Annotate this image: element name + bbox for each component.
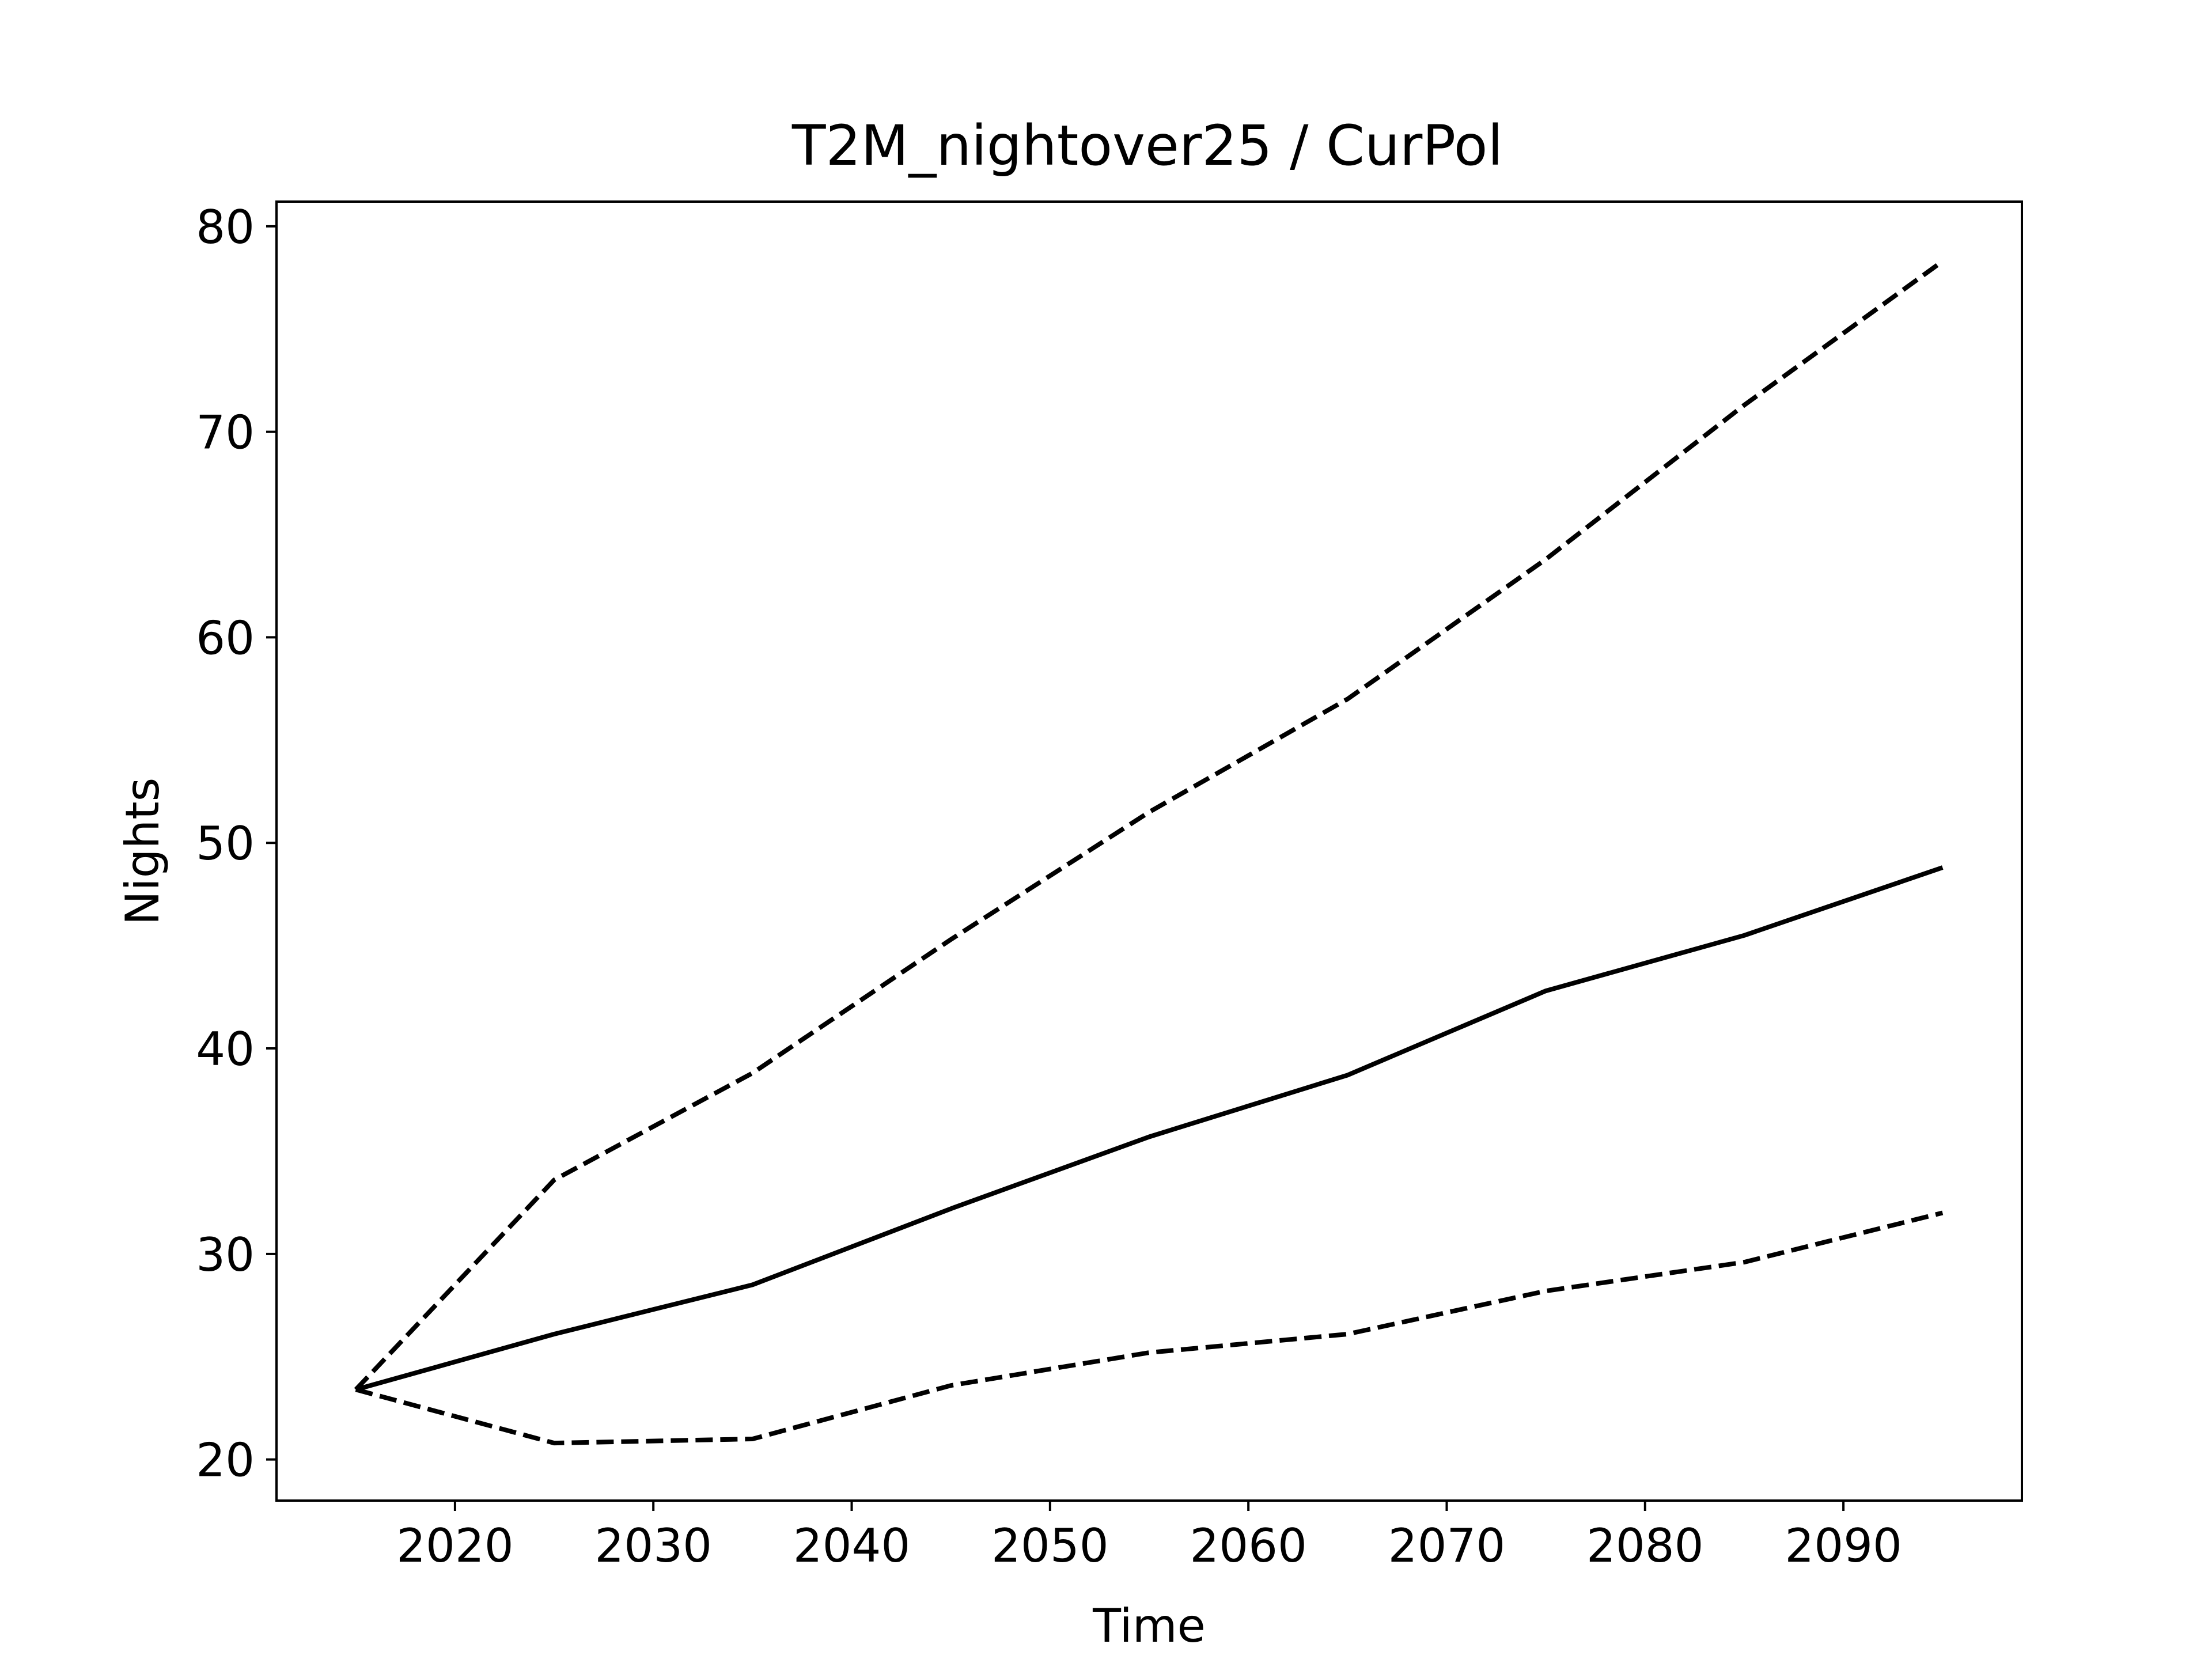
- x-tick-label: 2090: [1785, 1519, 1902, 1573]
- x-tick-label: 2030: [594, 1519, 712, 1573]
- x-tick-label: 2050: [991, 1519, 1109, 1573]
- x-axis-label: Time: [1092, 1599, 1206, 1653]
- y-tick-label: 30: [196, 1228, 255, 1282]
- x-tick-label: 2020: [396, 1519, 514, 1573]
- y-tick-label: 70: [196, 406, 255, 460]
- x-tick-label: 2040: [793, 1519, 911, 1573]
- y-axis: 20 30 40 50 60 70 80: [196, 200, 276, 1487]
- chart-title: T2M_nightover25 / CurPol: [791, 113, 1503, 178]
- y-tick-label: 20: [196, 1434, 255, 1487]
- x-tick-label: 2070: [1388, 1519, 1506, 1573]
- y-tick-label: 60: [196, 611, 255, 665]
- median-solid-line: [355, 865, 1944, 1392]
- x-tick-label: 2080: [1586, 1519, 1704, 1573]
- plot-area-frame: [275, 200, 2023, 1502]
- x-axis: 2020 2030 2040 2050 2060 2070 2080 2090: [396, 1501, 1902, 1573]
- lower-bound-dashed-line: [355, 1210, 1944, 1446]
- x-tick-label: 2060: [1190, 1519, 1307, 1573]
- y-tick-label: 40: [196, 1022, 255, 1076]
- y-tick-label: 80: [196, 200, 255, 254]
- upper-bound-dashed-line: [354, 259, 1944, 1392]
- series-layer: [354, 259, 1944, 1446]
- y-axis-label: Nights: [116, 778, 169, 926]
- y-tick-label: 50: [196, 817, 255, 870]
